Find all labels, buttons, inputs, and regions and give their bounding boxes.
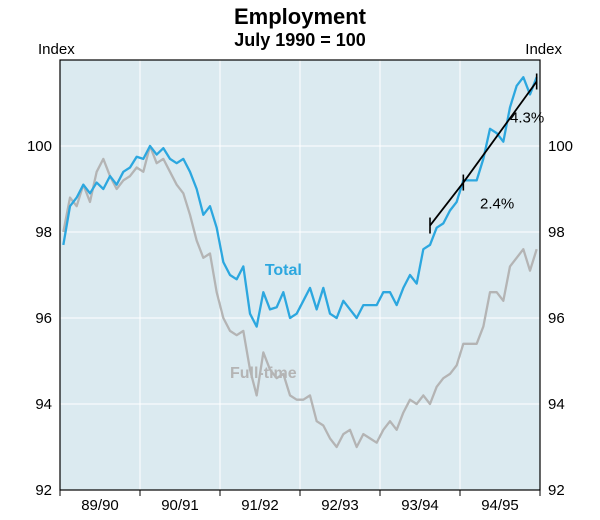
x-tick: 93/94 xyxy=(401,497,439,514)
y-tick-right: 98 xyxy=(548,224,565,241)
x-tick: 90/91 xyxy=(161,497,199,514)
chart-title: Employment xyxy=(234,4,367,29)
employment-chart: Total Full-time 2.4% 4.3% 92 94 96 98 100 92 94 96 9… xyxy=(0,0,600,520)
y-tick-left: 100 xyxy=(27,138,52,155)
y-tick-right: 94 xyxy=(548,396,565,413)
x-tick: 94/95 xyxy=(481,497,519,514)
y-tick-right: 92 xyxy=(548,482,565,499)
series-label-total: Total xyxy=(265,262,302,279)
y-tick-left: 92 xyxy=(35,482,52,499)
y-tick-left: 94 xyxy=(35,396,52,413)
y-tick-left: 98 xyxy=(35,224,52,241)
chart-subtitle: July 1990 = 100 xyxy=(234,30,366,50)
x-tick: 89/90 xyxy=(81,497,119,514)
series-label-full-time: Full-time xyxy=(230,365,297,382)
chart-svg: Total Full-time 2.4% 4.3% 92 94 96 98 100 92 94 96 9… xyxy=(0,0,600,520)
annotation: 4.3% xyxy=(510,109,544,126)
y-axis-label-right: Index xyxy=(525,41,562,58)
x-tick: 91/92 xyxy=(241,497,279,514)
y-tick-right: 100 xyxy=(548,138,573,155)
annotation: 2.4% xyxy=(480,195,514,212)
y-tick-left: 96 xyxy=(35,310,52,327)
y-tick-right: 96 xyxy=(548,310,565,327)
y-axis-label-left: Index xyxy=(38,41,75,58)
x-tick: 92/93 xyxy=(321,497,359,514)
